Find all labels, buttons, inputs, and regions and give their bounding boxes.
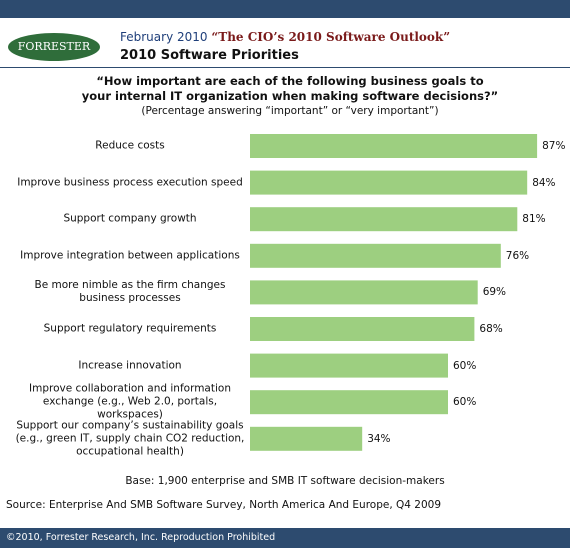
chart-title: 2010 Software Priorities <box>120 48 299 63</box>
bar <box>250 207 518 232</box>
bar <box>250 280 478 305</box>
report-title: “The CIO’s 2010 Software Outlook” <box>211 30 451 44</box>
bar <box>250 353 448 378</box>
rule <box>0 67 570 68</box>
category-label: Improve collaboration and information ex… <box>29 382 231 421</box>
report-date: February 2010 <box>120 30 208 44</box>
source-note: Source: Enterprise And SMB Software Surv… <box>6 499 442 511</box>
value-label: 34% <box>367 432 391 445</box>
footer: ©2010, Forrester Research, Inc. Reproduc… <box>6 532 276 543</box>
value-label: 81% <box>522 213 546 226</box>
top-bar <box>0 0 570 18</box>
bar <box>250 170 528 195</box>
bar <box>250 390 448 415</box>
category-label: Improve integration between applications <box>20 249 240 262</box>
category-label: Increase innovation <box>78 359 182 372</box>
category-label: Support regulatory requirements <box>43 322 217 335</box>
category-label: Improve business process execution speed <box>17 176 243 189</box>
value-label: 60% <box>453 359 477 372</box>
value-label: 87% <box>542 140 566 152</box>
bar <box>250 317 475 341</box>
header: February 2010 “The CIO’s 2010 Software O… <box>120 30 450 44</box>
bar <box>250 134 538 158</box>
value-label: 76% <box>505 249 530 262</box>
bar <box>250 426 363 451</box>
chart-note: (Percentage answering “important” or “ve… <box>141 105 439 117</box>
bottom-bar: ©2010, Forrester Research, Inc. Reproduc… <box>0 528 570 548</box>
category-label: Be more nimble as the firm changes busin… <box>34 279 226 305</box>
logo: FORRESTER <box>8 33 100 61</box>
category-label: Reduce costs <box>95 139 165 152</box>
value-label: 84% <box>532 176 556 189</box>
value-label: 60% <box>453 396 477 409</box>
value-label: 68% <box>479 323 503 335</box>
category-label: Support company growth <box>63 212 197 225</box>
chart-subtitle: “How important are each of the following… <box>81 74 499 103</box>
bar <box>250 243 501 268</box>
base-note: Base: 1,900 enterprise and SMB IT softwa… <box>125 475 445 487</box>
value-label: 69% <box>482 286 507 299</box>
category-label: Support our company’s sustainability goa… <box>15 419 245 458</box>
